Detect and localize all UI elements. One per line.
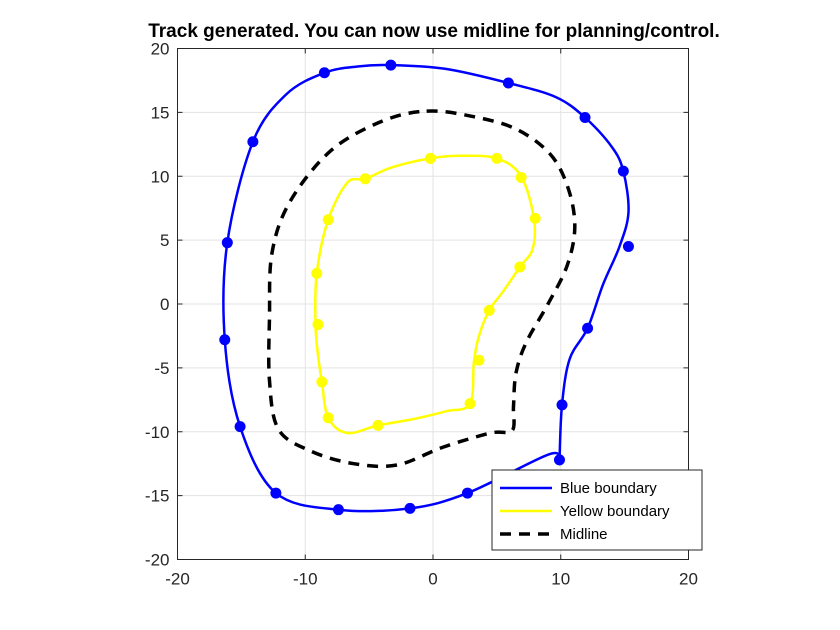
- x-tick-label: -20: [165, 570, 190, 589]
- chart-title: Track generated. You can now use midline…: [148, 21, 720, 42]
- x-tick-label: 20: [679, 570, 698, 589]
- tick-layer: -20 -10 0 10 20 -20 -15 -10 -5 0 5 10 15 20: [145, 40, 698, 589]
- legend-label: Midline: [560, 526, 608, 543]
- yellow-boundary-marker: [322, 214, 334, 226]
- y-tick-label: 20: [151, 40, 170, 59]
- legend: Blue boundary Yellow boundary Midline: [491, 469, 703, 551]
- yellow-boundary-marker: [372, 419, 384, 431]
- y-tick-label: 0: [160, 295, 169, 314]
- blue-boundary-marker: [622, 241, 634, 253]
- yellow-boundary-marker: [424, 152, 436, 164]
- yellow-boundary-marker: [515, 172, 527, 184]
- blue-boundary-marker: [404, 502, 416, 514]
- blue-boundary-marker: [270, 487, 282, 499]
- legend-label: Yellow boundary: [560, 503, 670, 520]
- y-tick-label: -15: [145, 487, 170, 506]
- blue-boundary-marker: [582, 322, 594, 334]
- blue-boundary-marker: [221, 237, 233, 249]
- y-tick-label: -10: [145, 423, 170, 442]
- yellow-boundary-marker: [359, 173, 371, 185]
- blue-boundary-marker: [553, 454, 565, 466]
- yellow-boundary-marker: [514, 261, 526, 273]
- blue-boundary-marker: [502, 77, 514, 89]
- midline-line: [266, 109, 577, 469]
- y-tick-label: -20: [145, 551, 170, 570]
- yellow-boundary-marker: [322, 412, 334, 424]
- y-tick-label: 10: [151, 167, 170, 186]
- y-tick-label: 15: [151, 103, 170, 122]
- yellow-boundary-marker: [473, 354, 485, 366]
- x-tick-label: 10: [551, 570, 570, 589]
- yellow-boundary-marker: [464, 398, 476, 410]
- legend-label: Blue boundary: [560, 480, 657, 497]
- yellow-boundary-marker: [311, 267, 323, 279]
- data-layer: [219, 59, 634, 516]
- blue-boundary-marker: [332, 504, 344, 516]
- x-tick-label: 0: [428, 570, 437, 589]
- blue-boundary-marker: [556, 399, 568, 411]
- blue-boundary-marker: [318, 67, 330, 79]
- yellow-boundary-marker: [483, 304, 495, 316]
- blue-boundary-marker: [234, 421, 246, 433]
- y-tick-label: 5: [160, 231, 169, 250]
- blue-boundary-marker: [461, 487, 473, 499]
- yellow-boundary-marker: [316, 376, 328, 388]
- yellow-boundary-marker: [491, 152, 503, 164]
- blue-boundary-marker: [617, 165, 629, 177]
- y-tick-label: -5: [154, 359, 169, 378]
- yellow-boundary-marker: [312, 318, 324, 330]
- blue-boundary-marker: [247, 136, 259, 148]
- yellow-boundary-marker: [529, 212, 541, 224]
- blue-boundary-marker: [219, 334, 231, 346]
- x-tick-label: -10: [293, 570, 318, 589]
- blue-boundary-marker: [385, 59, 397, 71]
- blue-boundary-marker: [579, 111, 591, 123]
